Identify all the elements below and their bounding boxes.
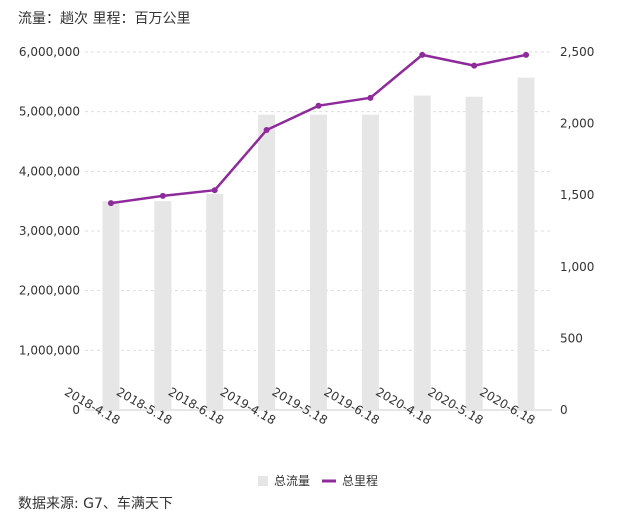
line-point: [211, 187, 218, 194]
right-tick-label: 1,000: [560, 260, 594, 274]
right-tick-label: 500: [560, 331, 583, 345]
right-tick-label: 1,500: [560, 188, 594, 202]
right-tick-label: 2,500: [560, 45, 594, 59]
bar-series: [102, 77, 535, 411]
bar: [258, 114, 276, 411]
bar: [413, 95, 431, 410]
right-tick-label: 0: [560, 403, 568, 417]
line-series: [107, 51, 530, 207]
bar: [517, 77, 535, 410]
bar: [310, 114, 327, 411]
left-tick-label: 5,000,000: [19, 105, 80, 119]
source-caption: 数据来源: G7、车满天下: [18, 496, 173, 512]
legend-label-bars: 总流量: [274, 474, 310, 488]
right-tick-label: 2,000: [560, 117, 594, 131]
line-point: [523, 51, 530, 58]
legend-swatch-bars: [258, 476, 268, 486]
line-point: [315, 102, 322, 109]
line-point: [107, 200, 114, 207]
left-tick-label: 4,000,000: [19, 164, 80, 178]
bar: [206, 194, 224, 410]
left-tick-label: 1,000,000: [19, 343, 80, 357]
line-point: [471, 62, 478, 69]
line-point: [159, 192, 166, 199]
bar: [465, 96, 483, 410]
left-tick-label: 6,000,000: [19, 45, 80, 59]
units-caption: 流量：趟次 里程：百万公里: [18, 11, 191, 27]
left-tick-label: 2,000,000: [19, 284, 80, 298]
bar: [361, 114, 379, 411]
left-axis: 0 1,000,000 2,000,000 3,000,000 4,000,000 5,0…: [19, 45, 80, 417]
line-point: [263, 127, 270, 134]
line-point: [419, 51, 426, 58]
legend-label-line: 总里程: [342, 473, 378, 488]
legend: 总流量 总里程: [258, 473, 378, 488]
bar: [102, 201, 120, 410]
bar: [154, 201, 172, 410]
line-point: [367, 94, 374, 101]
left-tick-label: 3,000,000: [19, 224, 80, 238]
right-axis: 0 500 1,000 1,500 2,000 2,500: [560, 45, 594, 417]
left-tick-label: 0: [72, 403, 80, 417]
